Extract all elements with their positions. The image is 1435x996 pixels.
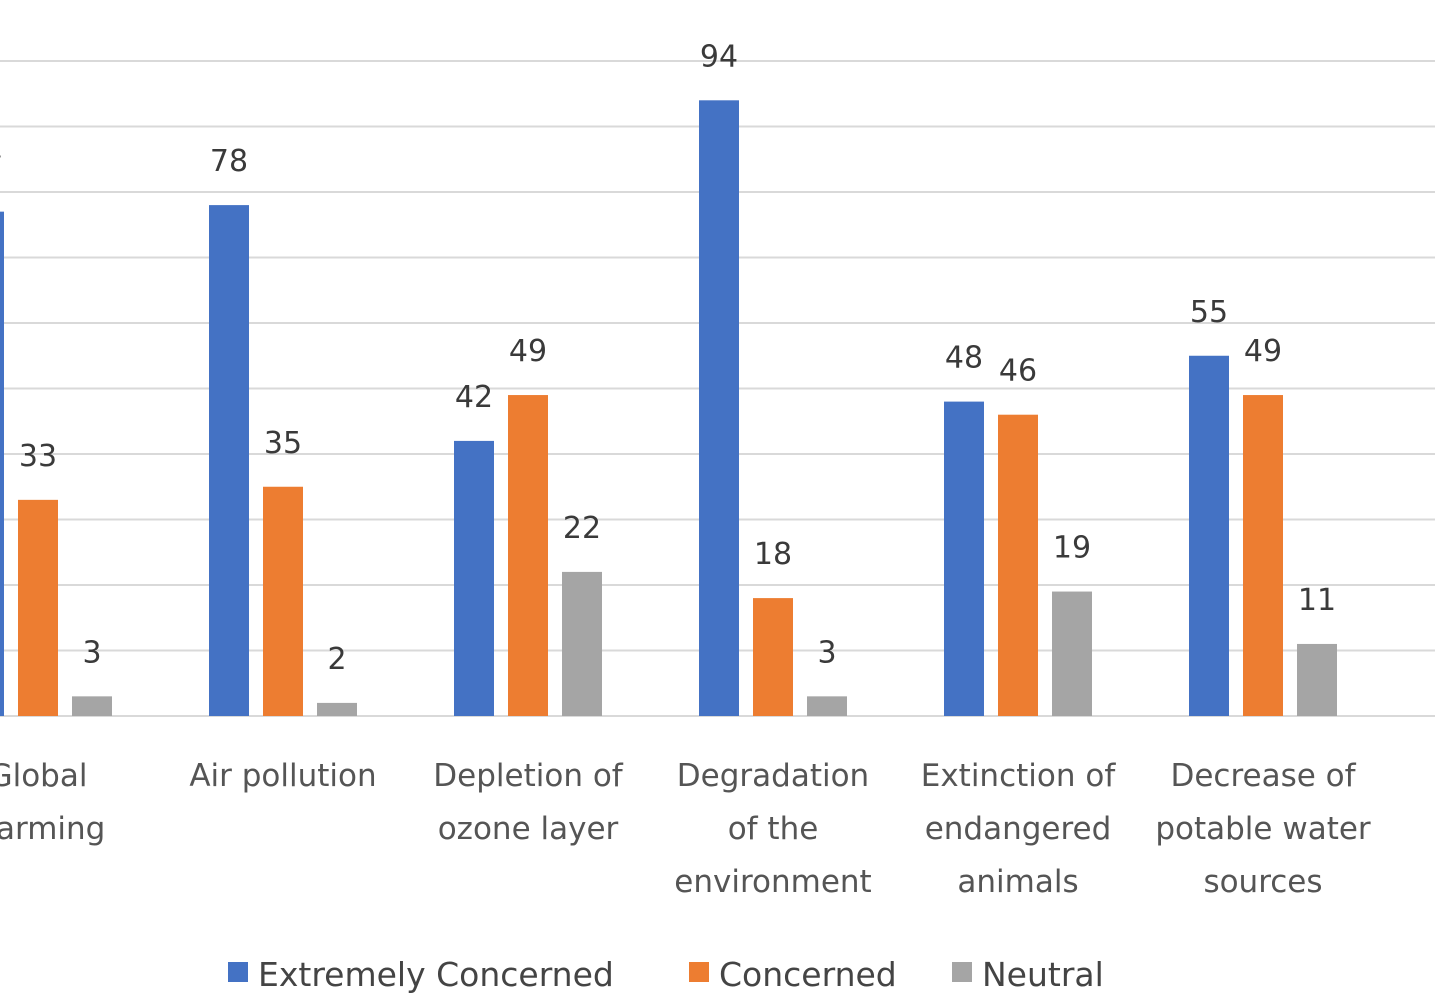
data-label: 78 (210, 144, 248, 179)
bar-extremely-concerned (454, 440, 494, 716)
bar-extremely-concerned (699, 100, 739, 717)
category-label: Extinction of endangered animals (921, 758, 1117, 900)
data-label: 42 (455, 380, 493, 415)
data-label: 94 (700, 39, 738, 74)
data-label: 11 (1298, 583, 1336, 618)
category-label: Air pollution (189, 758, 376, 794)
legend-item-concerned: Concerned (689, 955, 897, 994)
legend-label: Neutral (982, 955, 1104, 994)
bar-concerned (508, 395, 548, 716)
bar-extremely-concerned (209, 205, 249, 716)
legend-swatch (952, 962, 972, 982)
bar-concerned (18, 499, 58, 716)
data-label: 18 (754, 537, 792, 572)
bar-neutral (317, 702, 357, 716)
legend-item-extremely-concerned: Extremely Concerned (228, 955, 614, 994)
legend-item-neutral: Neutral (952, 955, 1104, 994)
data-label: 35 (264, 426, 302, 461)
bar-concerned (1243, 395, 1283, 716)
category-label: Depletion of ozone layer (433, 758, 624, 847)
legend: Extremely Concerned Concerned Neutral (228, 955, 1104, 994)
category-label: Globalwarming (0, 758, 105, 847)
bar-extremely-concerned (0, 211, 4, 716)
category-labels: Globalwarming Air pollution Depletion ofoz… (0, 758, 1371, 900)
bar-neutral (1052, 591, 1092, 716)
data-label: 49 (509, 334, 547, 369)
data-label: 3 (817, 635, 836, 670)
data-label: 46 (999, 354, 1037, 389)
category-label: Decrease of potable water sources (1155, 758, 1371, 900)
bar-concerned (998, 414, 1038, 716)
data-label: 22 (563, 511, 601, 546)
bar-neutral (72, 696, 112, 716)
data-label: 77 (0, 151, 3, 186)
legend-swatch (689, 962, 709, 982)
bar-neutral (807, 696, 847, 716)
data-labels: 773337835242492294183484619554911 (0, 39, 1336, 677)
bar-concerned (263, 486, 303, 716)
bar-extremely-concerned (1189, 355, 1229, 716)
bar-neutral (562, 571, 602, 716)
bar-neutral (1297, 643, 1337, 716)
data-label: 49 (1244, 334, 1282, 369)
bars (0, 100, 1337, 717)
legend-swatch (228, 962, 248, 982)
category-label: Degradation of the environment (674, 758, 871, 900)
bar-extremely-concerned (944, 401, 984, 716)
legend-label: Extremely Concerned (258, 955, 614, 994)
data-label: 2 (327, 642, 346, 677)
data-label: 55 (1190, 295, 1228, 330)
data-label: 3 (82, 635, 101, 670)
data-label: 48 (945, 341, 983, 376)
bar-concerned (753, 598, 793, 716)
legend-label: Concerned (719, 955, 897, 994)
data-label: 33 (19, 439, 57, 474)
data-label: 19 (1053, 531, 1091, 566)
